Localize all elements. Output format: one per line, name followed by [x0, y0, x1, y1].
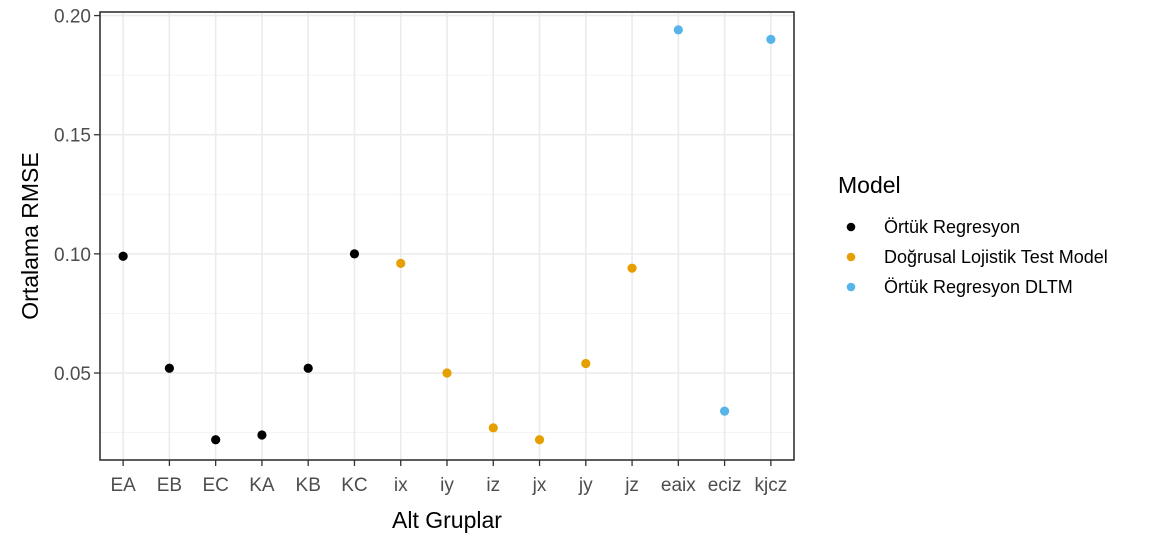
legend-label: Örtük Regresyon DLTM — [884, 277, 1073, 297]
x-tick-label: EB — [157, 475, 182, 496]
data-point — [118, 251, 128, 261]
y-tick-label: 0.20 — [54, 7, 91, 28]
x-tick-label: eciz — [708, 475, 742, 496]
x-tick-label: KC — [341, 475, 367, 496]
data-point — [720, 406, 730, 416]
y-axis-title: Ortalama RMSE — [17, 152, 43, 319]
x-tick-label: KA — [249, 475, 275, 496]
x-tick-label: iz — [486, 475, 500, 496]
data-point — [488, 423, 498, 433]
data-point — [534, 435, 545, 445]
x-tick-label: eaix — [661, 475, 696, 496]
x-tick-label: iy — [440, 475, 454, 496]
y-axis-ticks: 0.05 0.10 0.15 0.20 — [54, 7, 100, 385]
legend-label: Örtük Regresyon — [884, 217, 1020, 237]
data-point — [673, 25, 683, 35]
data-point — [303, 363, 313, 373]
x-axis-ticks: EA EB EC KA KB KC ix iy iz jx jy jz eaix eciz kjcz — [110, 460, 787, 496]
data-points — [118, 25, 776, 445]
x-axis-title: Alt Gruplar — [392, 507, 502, 533]
data-point — [442, 368, 452, 378]
data-point — [257, 430, 267, 440]
data-point — [627, 263, 637, 273]
legend-items: Örtük Regresyon Doğrusal Lojistik Test Mo… — [846, 217, 1108, 297]
legend-key — [846, 282, 856, 292]
x-tick-label: jx — [532, 475, 547, 496]
major-gridlines — [100, 12, 794, 460]
x-tick-label: kjcz — [754, 475, 787, 496]
data-point — [581, 358, 591, 369]
data-point — [396, 258, 406, 269]
data-point — [766, 34, 776, 45]
y-tick-label: 0.05 — [54, 364, 91, 385]
x-tick-label: jy — [578, 475, 593, 496]
x-tick-label: jz — [624, 475, 639, 496]
data-point — [349, 249, 360, 259]
legend-key — [846, 252, 856, 262]
x-tick-label: EA — [110, 475, 136, 496]
y-tick-label: 0.15 — [54, 126, 91, 147]
y-tick-label: 0.10 — [54, 245, 91, 266]
legend: Model Örtük Regresyon Doğrusal Lojistik T… — [838, 172, 1108, 297]
legend-label: Doğrusal Lojistik Test Model — [884, 247, 1108, 267]
data-point — [211, 435, 221, 445]
data-point — [164, 363, 174, 373]
legend-title: Model — [838, 172, 901, 198]
x-tick-label: ix — [394, 475, 408, 496]
legend-key — [846, 222, 856, 232]
x-tick-label: EC — [202, 475, 228, 496]
x-tick-label: KB — [296, 475, 321, 496]
